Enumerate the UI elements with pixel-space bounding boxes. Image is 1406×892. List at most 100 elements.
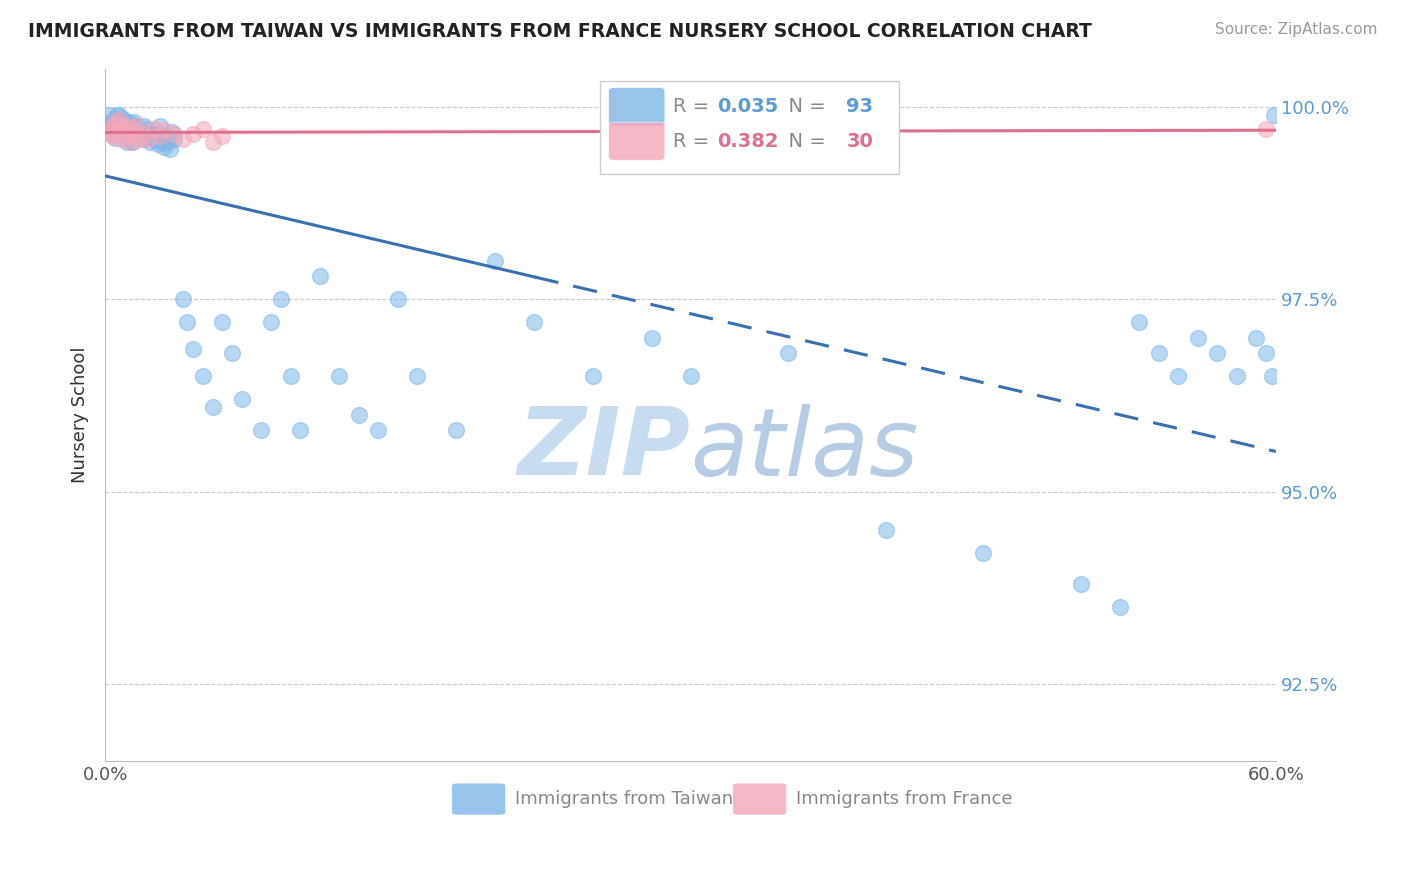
Point [124,127,146,141]
Point [129,127,152,141]
Point [120,135,142,149]
Point [101,123,124,137]
Point [100,123,122,137]
Point [260,315,283,329]
Point [108,112,131,126]
Point [114,125,136,139]
Point [191,369,214,384]
Point [582,369,605,384]
Point [1070,577,1092,591]
Point [129,132,152,146]
Point [523,315,546,329]
Point [121,135,143,149]
FancyBboxPatch shape [609,87,665,126]
Point [145,127,167,141]
Point [108,120,131,134]
Point [121,120,143,134]
Point [191,121,214,136]
Point [149,129,172,144]
Point [280,369,302,384]
Text: 0.035: 0.035 [717,97,779,116]
Point [124,127,146,141]
FancyBboxPatch shape [600,81,898,175]
Point [136,132,159,146]
Text: IMMIGRANTS FROM TAIWAN VS IMMIGRANTS FROM FRANCE NURSERY SCHOOL CORRELATION CHAR: IMMIGRANTS FROM TAIWAN VS IMMIGRANTS FRO… [28,22,1092,41]
Point [143,121,166,136]
Point [172,293,194,307]
Text: 93: 93 [846,97,873,116]
Point [181,343,204,357]
Point [367,423,389,437]
Point [120,125,142,139]
Point [156,135,179,149]
Point [108,108,131,122]
Point [104,123,127,137]
Point [328,369,350,384]
Y-axis label: Nursery School: Nursery School [72,346,89,483]
FancyBboxPatch shape [733,783,786,815]
Point [149,120,172,134]
Point [484,253,506,268]
Point [152,140,174,154]
Point [1263,108,1285,122]
Point [121,121,143,136]
Text: ZIP: ZIP [517,403,690,495]
Point [114,127,136,141]
Point [1128,315,1150,329]
Point [308,269,330,284]
Point [131,125,153,139]
Point [134,127,156,141]
Point [1226,369,1249,384]
Text: Immigrants from France: Immigrants from France [796,790,1012,808]
Point [446,423,468,437]
Point [110,132,132,146]
Point [124,115,146,129]
Point [679,369,702,384]
Point [134,132,156,146]
Point [1256,346,1278,360]
Point [1147,346,1170,360]
Point [105,121,128,136]
Text: R =: R = [673,132,716,151]
Point [875,523,897,537]
Point [1187,331,1209,345]
Point [117,121,139,136]
FancyBboxPatch shape [451,783,506,815]
Point [141,129,163,144]
Point [127,121,149,136]
Point [134,120,156,134]
Point [105,125,128,139]
Text: N =: N = [776,97,832,116]
Point [155,129,177,144]
Point [160,125,183,139]
Text: R =: R = [673,97,716,116]
Point [125,120,148,134]
Point [176,315,198,329]
Point [778,346,800,360]
Point [387,293,409,307]
Text: N =: N = [776,132,832,151]
Point [105,117,128,131]
Point [150,135,173,149]
Point [110,121,132,136]
Point [640,331,662,345]
Point [98,108,121,122]
Point [1206,346,1229,360]
Point [125,120,148,134]
Point [201,135,224,149]
Point [250,423,273,437]
Point [143,132,166,146]
Point [115,135,138,149]
Point [231,392,253,407]
Point [211,129,233,144]
Point [117,115,139,129]
Text: 30: 30 [846,132,873,151]
Point [105,108,128,122]
Point [115,117,138,131]
Point [406,369,429,384]
Point [108,127,131,141]
Point [100,115,122,129]
Point [117,129,139,144]
Point [972,546,994,560]
Point [98,127,121,141]
